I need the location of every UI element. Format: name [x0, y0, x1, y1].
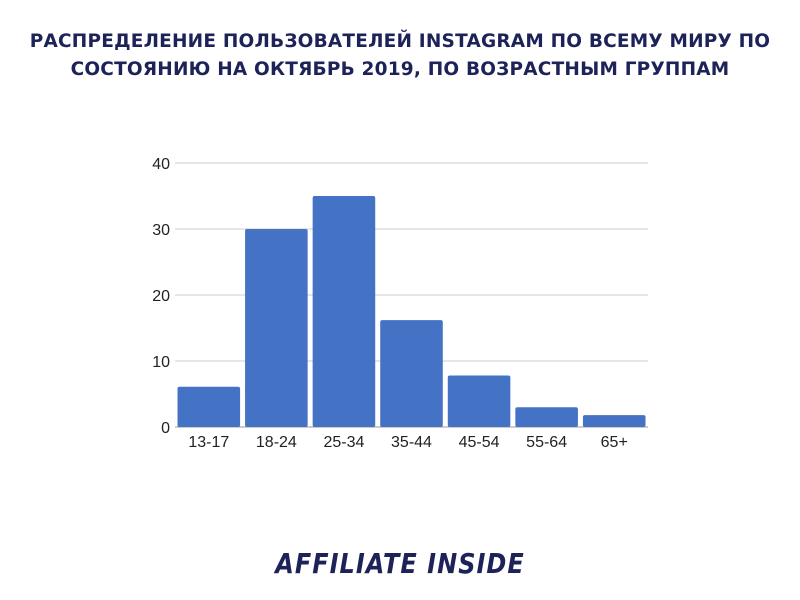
- y-tick-label: 20: [152, 288, 170, 305]
- affiliate-inside-logo: AFFILIATE INSIDE: [275, 547, 525, 581]
- bars: [177, 196, 646, 427]
- x-tick-label: 25-34: [323, 434, 364, 451]
- bar-13-17: [177, 386, 241, 427]
- x-tick-label: 55-64: [526, 434, 567, 451]
- bar-65+: [582, 415, 646, 427]
- x-tick-label: 45-54: [459, 434, 500, 451]
- y-tick-label: 30: [152, 222, 170, 239]
- x-tick-label: 13-17: [188, 434, 229, 451]
- y-tick-label: 10: [152, 354, 170, 371]
- chart-title-line-2: СОСТОЯНИЮ НА ОКТЯБРЬ 2019, ПО ВОЗРАСТНЫМ…: [70, 59, 730, 80]
- x-axis-ticks: 13-17 18-24 25-34 35-44 45-54 55-64 65+: [188, 434, 627, 451]
- x-tick-label: 18-24: [256, 434, 297, 451]
- x-tick-label: 35-44: [391, 434, 432, 451]
- bar-55-64: [515, 407, 578, 427]
- bar-18-24: [245, 229, 308, 427]
- x-tick-label: 65+: [601, 434, 628, 451]
- chart-title: РАСПРЕДЕЛЕНИЕ ПОЛЬЗОВАТЕЛЕЙ INSTAGRAM ПО…: [20, 28, 780, 84]
- bar-35-44: [380, 320, 443, 427]
- y-axis-ticks: 0 10 20 30 40: [152, 156, 170, 437]
- chart-title-line-1: РАСПРЕДЕЛЕНИЕ ПОЛЬЗОВАТЕЛЕЙ INSTAGRAM ПО…: [29, 31, 771, 52]
- bar-25-34: [312, 196, 376, 427]
- bar-45-54: [447, 375, 511, 427]
- y-tick-label: 0: [161, 420, 170, 437]
- y-tick-label: 40: [152, 156, 170, 173]
